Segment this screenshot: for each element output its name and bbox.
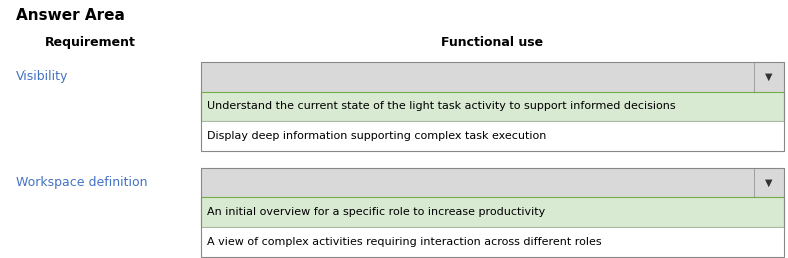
Bar xyxy=(201,62,784,151)
Text: ▼: ▼ xyxy=(765,72,773,82)
Bar xyxy=(201,92,784,121)
Bar xyxy=(201,227,784,257)
Text: Requirement: Requirement xyxy=(45,36,136,49)
Bar xyxy=(201,62,784,92)
Text: Visibility: Visibility xyxy=(16,70,68,83)
Text: ▼: ▼ xyxy=(765,178,773,188)
Text: Workspace definition: Workspace definition xyxy=(16,176,147,189)
Text: Display deep information supporting complex task execution: Display deep information supporting comp… xyxy=(207,131,547,141)
Text: Answer Area: Answer Area xyxy=(16,8,125,23)
Bar xyxy=(201,168,784,257)
Bar xyxy=(201,121,784,151)
Text: Functional use: Functional use xyxy=(441,36,544,49)
Bar xyxy=(201,168,784,197)
Text: An initial overview for a specific role to increase productivity: An initial overview for a specific role … xyxy=(207,207,545,217)
Text: A view of complex activities requiring interaction across different roles: A view of complex activities requiring i… xyxy=(207,237,602,247)
Bar xyxy=(201,197,784,227)
Text: Understand the current state of the light task activity to support informed deci: Understand the current state of the ligh… xyxy=(207,101,676,111)
